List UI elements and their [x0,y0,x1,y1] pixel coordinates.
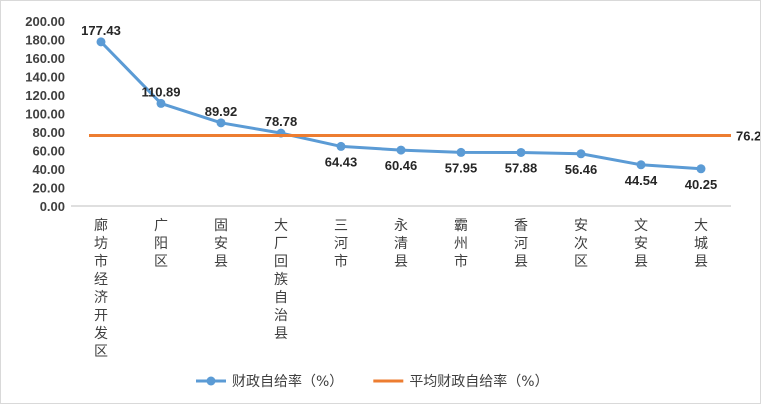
axes: 0.00 20.00 40.00 60.00 80.00 100.00 120.00 140.… [25,14,731,360]
data-point-marker [96,37,106,47]
x-category-label: 大厂回族自治县 [274,218,288,342]
data-label: 60.46 [385,158,418,173]
data-point-marker [156,98,166,108]
y-tick-label: 180.00 [25,33,65,48]
x-category-label: 安次区 [574,218,588,270]
y-tick-label: 140.00 [25,70,65,85]
x-category-label: 文安县 [634,218,648,270]
legend-swatch-marker [206,376,216,386]
y-tick-label: 80.00 [32,125,65,140]
legend-entry: 财政自给率（%） [232,373,343,390]
x-category-label: 永清县 [394,218,408,270]
series [89,37,731,174]
data-labels: 177.43 110.89 89.92 78.78 64.43 60.46 57.95 57.… [81,23,760,192]
y-tick-label: 160.00 [25,51,65,66]
legend-entry: 平均财政自给率（%） [409,373,548,390]
data-point-marker [396,145,406,155]
y-tick-label: 100.00 [25,107,65,122]
data-label: 89.92 [205,104,238,119]
x-category-label: 廊坊市经济开发区 [94,217,108,360]
y-tick-label: 200.00 [25,14,65,29]
data-point-marker [456,147,466,157]
data-point-marker [216,118,226,128]
x-category-label: 霸州市 [454,218,468,270]
x-category-label: 三河市 [334,218,348,270]
y-tick-label: 120.00 [25,88,65,103]
data-point-marker [576,149,586,159]
data-point-marker [696,164,706,174]
data-label: 78.78 [265,114,298,129]
x-category-label: 大城县 [694,218,708,270]
data-label: 56.46 [565,162,598,177]
data-label: 177.43 [81,23,121,38]
x-category-label: 香河县 [514,218,528,270]
data-label: 44.54 [625,173,658,188]
data-label: 64.43 [325,154,358,169]
y-tick-label: 60.00 [32,144,65,159]
legend: 财政自给率（%） 平均财政自给率（%） [196,373,549,390]
data-label: 40.25 [685,177,718,192]
y-tick-label: 20.00 [32,181,65,196]
data-label: 57.95 [445,160,478,175]
x-category-label: 固安县 [214,218,228,270]
average-value-label: 76.27 [736,128,760,143]
x-category-label: 广阳区 [154,218,168,270]
data-point-marker [516,147,526,157]
data-point-marker [636,160,646,170]
data-label: 57.88 [505,160,538,175]
data-point-marker [336,141,346,151]
y-tick-label: 0.00 [40,199,65,214]
y-tick-label: 40.00 [32,162,65,177]
data-label: 110.89 [141,84,180,99]
